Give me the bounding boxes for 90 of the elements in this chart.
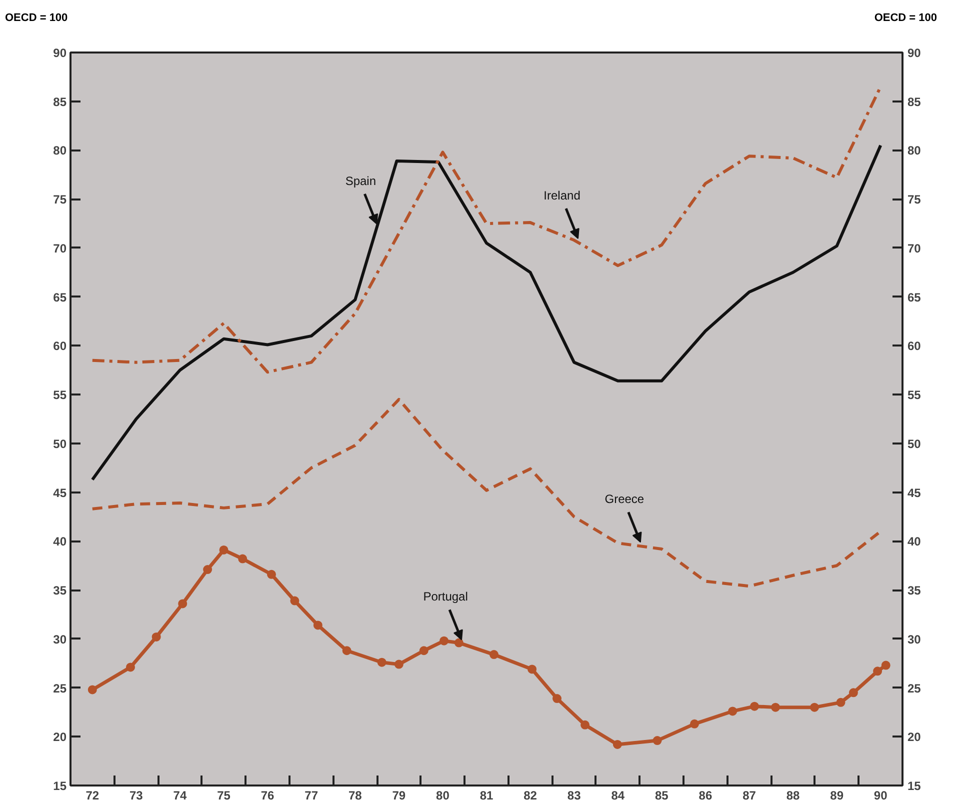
point	[238, 554, 248, 564]
point	[848, 688, 858, 698]
y2-tick-label: 85	[908, 94, 922, 109]
point	[377, 658, 386, 667]
x-tick-label: 83	[567, 788, 582, 802]
line-series	[90, 398, 882, 588]
line-series	[90, 144, 882, 482]
point	[552, 694, 562, 704]
y2-tick-label: 70	[908, 241, 922, 256]
y-tick-label: 15	[53, 779, 67, 793]
y-tick-label: 35	[53, 584, 67, 598]
y2-tick-label: 40	[908, 534, 922, 549]
point	[652, 736, 662, 746]
series-label: Ireland	[544, 188, 580, 202]
point	[178, 599, 188, 608]
point	[881, 660, 890, 670]
y-tick-label: 75	[53, 192, 67, 207]
x-tick-label: 86	[698, 788, 712, 802]
y-tick-label: 25	[53, 681, 67, 696]
x-tick-label: 80	[436, 788, 450, 802]
point	[203, 565, 212, 574]
y2-tick-label: 50	[908, 436, 922, 451]
y2-tick-label: 45	[908, 486, 922, 500]
point	[690, 719, 699, 728]
y-tick-label: 30	[53, 632, 67, 646]
x-tick-label: 85	[654, 788, 669, 802]
x-tick-label: 88	[786, 788, 800, 802]
y2-tick-label: 65	[908, 290, 922, 304]
y-tick-label: 60	[53, 339, 67, 354]
y-tick-label: 20	[53, 730, 67, 744]
y2-tick-label: 20	[908, 730, 922, 744]
x-tick-label: 81	[480, 788, 494, 802]
point	[489, 650, 498, 660]
x-tick-label: 73	[130, 788, 144, 802]
y2-tick-label: 35	[908, 584, 922, 598]
x-tick-label: 75	[217, 788, 231, 802]
series-label: Spain	[345, 174, 376, 188]
x-tick-label: 87	[742, 788, 756, 802]
y2-tick-label: 55	[908, 388, 922, 402]
y-tick-label: 85	[53, 94, 67, 109]
x-tick-label: 77	[304, 788, 318, 802]
y2-tick-label: 90	[908, 46, 922, 60]
x-tick-label: 74	[173, 788, 187, 802]
point	[419, 646, 428, 656]
y2-axis-title: OECD = 100	[874, 11, 937, 26]
x-tick-label: 84	[611, 788, 625, 802]
x-tick-label: 72	[86, 788, 100, 802]
x-tick-label: 89	[830, 788, 844, 802]
y-tick-label: 80	[53, 144, 67, 158]
y2-tick-label: 80	[908, 144, 922, 158]
point	[342, 646, 352, 656]
point	[750, 702, 759, 711]
point	[528, 664, 537, 674]
point	[771, 702, 780, 712]
point	[580, 720, 590, 730]
y2-tick-label: 30	[908, 632, 922, 646]
point	[394, 660, 404, 669]
point	[126, 662, 135, 672]
y-tick-label: 40	[53, 534, 67, 549]
text: Greece	[604, 492, 644, 506]
y-tick-label: 55	[53, 388, 67, 402]
point	[313, 620, 322, 630]
y2-tick-label: 75	[908, 192, 922, 207]
text: Portugal	[423, 590, 468, 604]
y-tick-label: 45	[53, 486, 67, 500]
y-tick-label: 70	[53, 241, 67, 256]
x-tick-label: 90	[874, 788, 888, 802]
point	[290, 596, 300, 606]
x-tick-label: 82	[524, 788, 538, 802]
x-tick-label: 79	[392, 788, 406, 802]
y2-tick-label: 25	[908, 681, 922, 696]
y-tick-label: 50	[53, 436, 67, 451]
point	[88, 685, 97, 694]
point	[454, 638, 464, 648]
y-tick-label: 65	[53, 290, 67, 304]
point	[873, 666, 882, 676]
point	[266, 570, 276, 579]
y2-tick-label: 60	[908, 339, 922, 354]
y2-tick-label: 15	[908, 779, 922, 793]
point	[440, 636, 449, 646]
x-tick-label: 78	[348, 788, 362, 802]
y-axis-title: OECD = 100	[5, 11, 68, 26]
point	[836, 698, 846, 707]
point	[810, 702, 819, 712]
point	[728, 706, 738, 716]
point	[219, 545, 228, 554]
point	[152, 632, 161, 642]
point	[612, 740, 622, 749]
y-tick-label: 90	[53, 46, 67, 60]
x-tick-label: 76	[260, 788, 275, 802]
